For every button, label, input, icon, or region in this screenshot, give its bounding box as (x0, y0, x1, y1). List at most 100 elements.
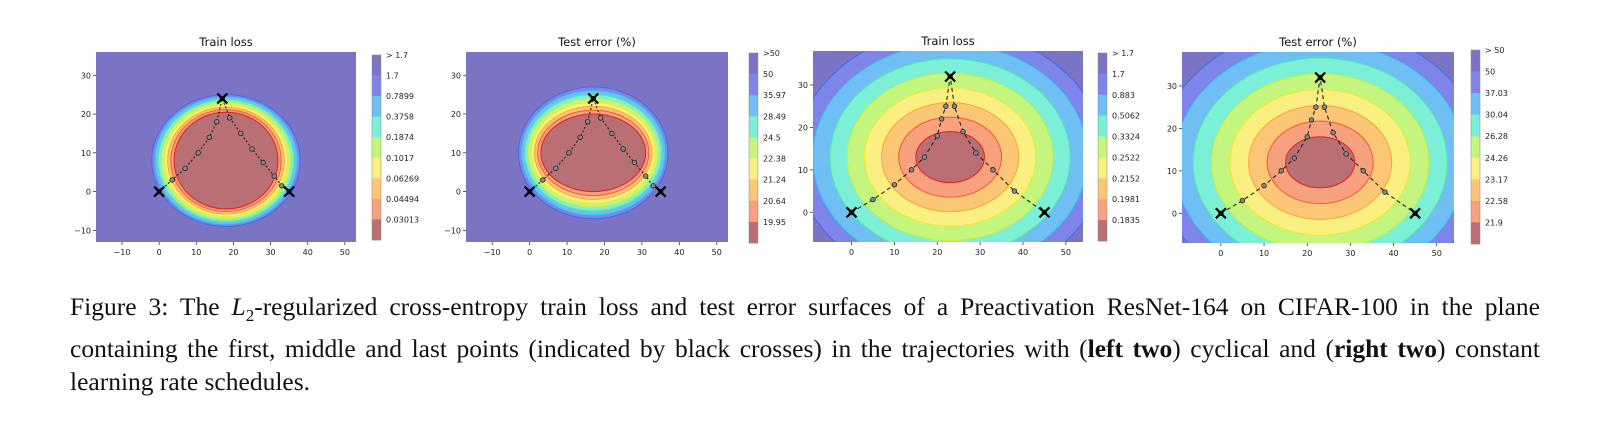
colorbar-swatch (1471, 114, 1480, 137)
colorbar-label: 20.64 (763, 197, 786, 206)
trajectory-point (1011, 188, 1018, 194)
trajectory-point (938, 116, 945, 122)
y-tick-label: 10 (798, 166, 808, 175)
trajectory-point (650, 183, 656, 189)
trajectory-line (158, 96, 290, 193)
colorbar-swatch (1098, 73, 1107, 96)
trajectory-point (921, 154, 928, 160)
x-tick-label: 40 (303, 248, 313, 257)
colorbar-label: 0.2522 (1112, 153, 1140, 162)
cross-marker (523, 185, 536, 198)
colorbar-swatch (749, 158, 758, 180)
colorbar-swatch (372, 178, 381, 200)
trajectory-point (566, 150, 572, 156)
colorbar-label: 30.04 (1485, 111, 1508, 120)
y-tick-label: −10 (444, 226, 461, 235)
colorbar-label: 24.26 (1485, 154, 1508, 163)
colorbar-label: 50 (763, 70, 773, 79)
trajectory-point (577, 134, 583, 141)
colorbar: > 50 50 37.03 30.04 26.28 24.26 23.17 22.58 21.9 (1470, 46, 1508, 245)
trajectory-point (620, 146, 626, 152)
colorbar-label: 0.2152 (1112, 174, 1140, 183)
panel-test-error-constant: Test error (%) 0 10 20 30 40 50 0 10 20 30 > 50 50 37… (1167, 35, 1508, 258)
colorbar-swatch (372, 137, 381, 159)
contour-level-8 (173, 111, 279, 210)
trajectory-point (960, 128, 966, 135)
contour-level-8 (1285, 136, 1356, 189)
y-tick-label: 30 (1167, 82, 1177, 91)
trajectory-point (642, 173, 649, 179)
caption-part-2: -regularized cross-entropy train loss an… (70, 292, 1540, 364)
y-tick-label: 10 (451, 149, 461, 158)
cross-marker (1038, 206, 1051, 219)
panel-title: Train loss (198, 35, 252, 49)
x-tick-label: 50 (1061, 248, 1071, 257)
colorbar-label: 21.24 (763, 176, 786, 185)
x-tick-label: 10 (1259, 249, 1269, 258)
y-tick-label: −10 (74, 226, 91, 235)
trajectory-point (279, 183, 285, 189)
colorbar-label: 28.49 (763, 112, 786, 121)
trajectory-point (1278, 168, 1285, 174)
contour-levels (517, 86, 669, 220)
caption-part-4: ) constant learning rate schedules. (70, 334, 1540, 397)
x-tick-label: 30 (265, 248, 275, 257)
colorbar-label: 19.95 (763, 218, 786, 227)
colorbar-label: 0.1835 (1112, 216, 1140, 225)
x-tick-label: 30 (637, 248, 647, 257)
colorbar-swatch (372, 75, 381, 97)
trajectory-point (934, 133, 940, 139)
colorbar-swatch (372, 55, 381, 76)
cross-marker (944, 70, 956, 83)
y-tick-label: 30 (81, 71, 91, 80)
cross-marker (587, 92, 600, 105)
x-tick-label: −10 (484, 248, 501, 257)
x-tick-label: 10 (562, 248, 572, 257)
colorbar-label: 23.17 (1485, 175, 1508, 184)
y-tick-label: 20 (798, 123, 808, 132)
trajectory-point (1321, 104, 1328, 110)
x-tick-label: −10 (114, 248, 131, 257)
y-tick-label: 0 (456, 188, 461, 197)
trajectory-point (943, 103, 949, 109)
cross-marker (845, 206, 858, 219)
colorbar-label: 26.28 (1485, 132, 1508, 141)
trajectory-point (1304, 134, 1310, 140)
x-tick-label: 0 (157, 248, 162, 257)
colorbar-swatch (749, 74, 758, 96)
cross-marker (153, 185, 165, 198)
colorbar-swatch (1098, 220, 1107, 242)
colorbar-label: 22.58 (1485, 197, 1508, 206)
x-tick-label: 0 (1218, 249, 1223, 258)
colorbar-swatch (749, 53, 758, 75)
trajectory-point (260, 159, 266, 166)
colorbar-label: 0.04494 (386, 195, 419, 204)
trajectory-point (182, 165, 188, 172)
x-tick-label: 0 (849, 248, 854, 257)
colorbar-label: 0.1981 (1112, 195, 1140, 204)
trajectory-point (951, 103, 958, 109)
colorbar-label: 0.5062 (1112, 112, 1140, 121)
x-tick-label: 20 (228, 248, 238, 257)
x-tick-label: 40 (1388, 249, 1398, 258)
y-tick-label: 0 (803, 208, 808, 217)
colorbar-swatch (372, 116, 381, 138)
trajectory-point (990, 167, 996, 173)
x-tick-label: 10 (191, 248, 201, 257)
y-tick-label: 30 (798, 81, 808, 90)
caption-bold-right-two: right two (1333, 334, 1437, 364)
caption-math-L: L (231, 292, 246, 321)
colorbar-swatch (1098, 115, 1107, 137)
trajectory-point (238, 130, 244, 137)
trajectory-point (870, 196, 876, 203)
colorbar-swatch (1471, 71, 1480, 94)
colorbar-label: 50 (1485, 68, 1495, 77)
colorbar-label: >50 (763, 49, 780, 58)
trajectory-point (908, 167, 915, 173)
colorbar-swatch (749, 116, 758, 138)
x-tick-label: 50 (1432, 249, 1442, 258)
colorbar-swatch (372, 219, 381, 241)
colorbar-label: 0.1874 (386, 133, 414, 142)
contour-levels (151, 94, 301, 227)
trajectory-point (1330, 129, 1336, 136)
